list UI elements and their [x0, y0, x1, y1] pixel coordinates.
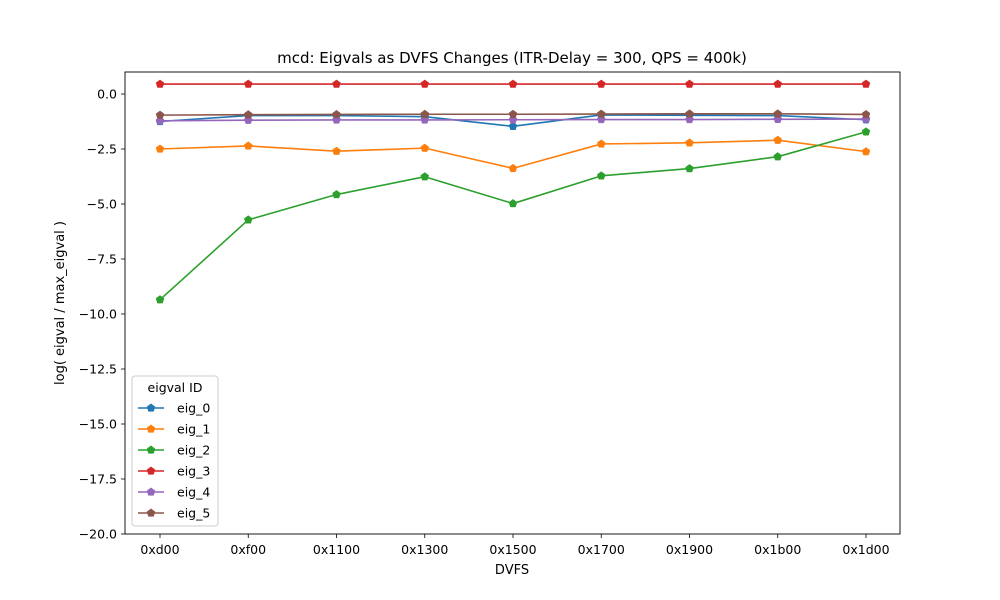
y-tick-label: −20.0	[79, 527, 117, 542]
data-point	[596, 171, 606, 180]
data-point	[508, 79, 518, 88]
data-point	[596, 109, 606, 118]
data-point	[773, 135, 783, 144]
legend-item: eig_5	[138, 506, 210, 521]
legend-item: eig_2	[138, 443, 210, 458]
x-axis-label: DVFS	[495, 563, 529, 578]
legend-marker	[146, 508, 156, 517]
plot-frame	[124, 71, 901, 535]
data-point	[332, 79, 341, 88]
x-tick-label: 0x1500	[489, 542, 536, 557]
data-point	[861, 147, 871, 156]
data-point	[332, 190, 341, 199]
x-tick-label: 0xf00	[230, 542, 266, 557]
data-point	[508, 109, 518, 118]
y-tick-label: −12.5	[79, 362, 117, 377]
x-tick-label: 0x1b00	[754, 542, 801, 557]
legend: eigval ID eig_0 eig_1 eig_2 eig_3 eig_4 eig_5	[131, 375, 219, 527]
series-eig_2	[155, 127, 871, 304]
legend-marker	[146, 466, 156, 475]
y-tick-label: −10.0	[79, 307, 117, 322]
y-tick-label: −17.5	[79, 472, 117, 487]
data-point	[155, 295, 165, 304]
data-point	[773, 152, 783, 161]
data-point	[861, 109, 871, 119]
y-tick-label: −7.5	[87, 252, 117, 267]
data-point	[685, 109, 694, 118]
data-point	[243, 141, 253, 150]
y-axis-label: log( eigval / max_eigval )	[53, 221, 68, 385]
x-tick-label: 0x1900	[666, 542, 713, 557]
data-point	[685, 79, 694, 88]
data-point	[243, 79, 253, 88]
x-tick-label: 0xd00	[140, 542, 179, 557]
y-tick-label: 0.0	[97, 87, 117, 102]
legend-label: eig_2	[177, 443, 210, 458]
legend-label: eig_1	[177, 422, 210, 437]
y-tick-label: −15.0	[79, 417, 117, 432]
x-tick-label: 0x1100	[313, 542, 360, 557]
data-point	[685, 138, 694, 147]
data-point	[155, 144, 165, 153]
data-point	[596, 79, 606, 88]
chart-title: mcd: Eigvals as DVFS Changes (ITR-Delay …	[277, 49, 747, 67]
series-eig_5	[155, 109, 871, 119]
legend-title: eigval ID	[148, 380, 203, 395]
data-point	[155, 79, 165, 88]
legend-label: eig_0	[177, 401, 210, 416]
data-point	[596, 139, 606, 148]
data-point	[685, 164, 694, 173]
data-point	[861, 79, 871, 88]
data-point	[508, 121, 518, 130]
legend-item: eig_1	[138, 422, 210, 437]
plot-area: 0xd00 0xf00 0x1100 0x1300 0x1500 0x1700 0x1900…	[79, 71, 901, 557]
legend-marker	[146, 445, 156, 454]
series-eig_3	[155, 79, 871, 88]
legend-marker	[146, 403, 156, 412]
data-point	[420, 172, 430, 181]
legend-label: eig_4	[177, 485, 210, 500]
legend-marker	[146, 424, 156, 433]
data-point	[420, 109, 430, 118]
data-point	[773, 109, 783, 118]
legend-label: eig_5	[177, 506, 210, 521]
data-point	[332, 109, 341, 119]
x-tick-label: 0x1300	[401, 542, 448, 557]
data-point	[243, 110, 253, 119]
x-tick-label: 0x1d00	[842, 542, 889, 557]
y-tick-label: −5.0	[87, 197, 117, 212]
data-point	[155, 110, 165, 119]
x-tick-label: 0x1700	[578, 542, 625, 557]
y-tick-label: −2.5	[87, 142, 117, 157]
data-point	[243, 215, 253, 224]
legend-label: eig_3	[177, 464, 210, 479]
data-point	[861, 127, 871, 136]
series-eig_1	[155, 135, 871, 173]
legend-marker	[146, 487, 156, 496]
data-point	[420, 79, 430, 88]
legend-item: eig_3	[138, 464, 210, 479]
legend-item: eig_4	[138, 485, 210, 500]
data-point	[332, 146, 341, 155]
data-point	[508, 199, 518, 208]
legend-item: eig_0	[138, 401, 210, 416]
data-point	[773, 79, 783, 88]
data-point	[420, 143, 430, 152]
legend-box	[131, 375, 219, 527]
data-point	[508, 163, 518, 173]
